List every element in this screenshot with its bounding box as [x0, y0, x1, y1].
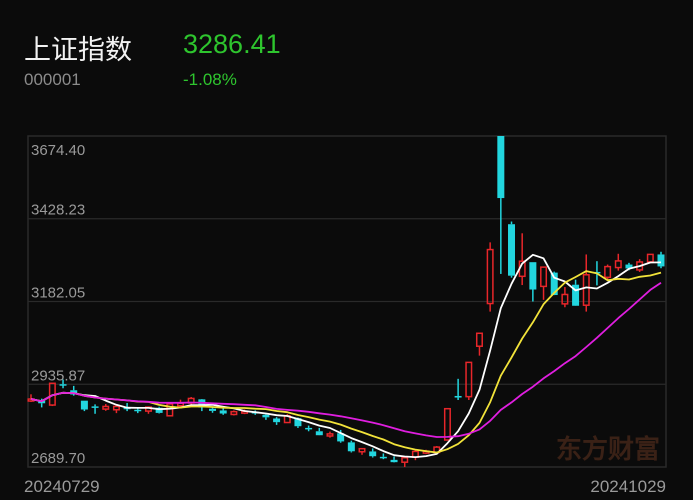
- candle-body: [326, 433, 334, 437]
- ma20-line: [30, 282, 662, 438]
- candle-body: [443, 407, 451, 441]
- candle-20241018: [582, 254, 590, 312]
- candle-20240910: [358, 447, 366, 455]
- y-tick-label: 3674.40: [31, 142, 85, 159]
- candle-20241008: [497, 136, 505, 274]
- candle-20241011: [529, 262, 537, 302]
- candle-body: [390, 459, 398, 463]
- candle-body: [486, 248, 494, 305]
- candle-20240806: [91, 404, 99, 414]
- candle-body: [59, 384, 67, 386]
- candle-body: [540, 266, 548, 288]
- candle-body: [209, 408, 217, 411]
- candle-body: [625, 264, 633, 269]
- candle-20240919: [411, 450, 419, 461]
- candle-20240930: [486, 242, 494, 312]
- candle-20240729: [27, 394, 35, 403]
- candle-body: [465, 361, 473, 398]
- candle-20241014: [540, 266, 548, 300]
- candle-20241010: [518, 233, 526, 286]
- candle-body: [508, 224, 516, 276]
- candle-20240823: [230, 410, 238, 416]
- candle-20240918: [401, 456, 409, 467]
- index-name: 上证指数: [24, 35, 132, 66]
- candle-body: [369, 451, 377, 457]
- x-label-end: 20241029: [590, 477, 666, 496]
- candle-body: [561, 293, 569, 305]
- x-label-start: 20240729: [24, 477, 100, 496]
- candle-20240913: [390, 456, 398, 463]
- index-code: 000001: [24, 70, 81, 89]
- candle-20240924: [443, 407, 451, 441]
- candle-body: [166, 403, 174, 417]
- index-price: 3286.41: [183, 29, 281, 59]
- candle-body: [219, 410, 227, 414]
- y-tick-label: 2935.87: [31, 367, 85, 384]
- candle-20241009: [508, 221, 516, 278]
- y-tick-label: 2689.70: [31, 450, 85, 467]
- candle-body: [604, 265, 612, 279]
- candle-body: [497, 136, 505, 199]
- candle-body: [550, 272, 558, 296]
- candle-20240903: [305, 425, 313, 432]
- candle-body: [112, 405, 120, 411]
- candle-20240815: [166, 403, 174, 417]
- candle-body: [305, 427, 313, 430]
- candle-20240902: [294, 417, 302, 428]
- candle-body: [614, 260, 622, 269]
- candle-20240814: [155, 406, 163, 414]
- candle-20240925: [454, 378, 462, 401]
- candle-20240801: [59, 379, 67, 389]
- y-tick-label: 3182.05: [31, 285, 85, 302]
- candle-20240927: [475, 332, 483, 356]
- candle-20240926: [465, 361, 473, 401]
- watermark-logo: 东方财富: [556, 434, 660, 465]
- y-axis-labels: 3674.40 3428.23 3182.05 2935.87 2689.70: [31, 142, 85, 467]
- candle-body: [273, 418, 281, 423]
- candle-20241017: [572, 279, 580, 306]
- candle-20240807: [102, 404, 110, 411]
- candle-body: [294, 418, 302, 427]
- candle-20240911: [369, 448, 377, 458]
- candle-20240909: [347, 440, 355, 453]
- candle-body: [91, 406, 99, 408]
- moving-averages: [30, 253, 662, 459]
- candle-20240805: [80, 400, 88, 412]
- ma5-line: [30, 253, 662, 459]
- grid: [27, 135, 667, 468]
- candle-body: [475, 332, 483, 347]
- candle-20240912: [379, 453, 387, 460]
- candle-20240829: [273, 417, 281, 425]
- candle-body: [155, 407, 163, 413]
- candle-20241016: [561, 287, 569, 308]
- candle-20240819: [187, 396, 195, 406]
- candle-body: [230, 410, 238, 416]
- candle-20241022: [604, 264, 612, 280]
- candle-20240905: [326, 431, 334, 438]
- candle-20240904: [315, 427, 323, 436]
- candle-body: [529, 262, 537, 290]
- candle-body: [315, 431, 323, 436]
- candle-body: [102, 405, 110, 410]
- candle-body: [347, 442, 355, 452]
- y-tick-label: 3428.23: [31, 202, 85, 219]
- candle-20241023: [614, 253, 622, 271]
- change-percent: -1.08%: [183, 70, 237, 89]
- candle-body: [134, 409, 142, 412]
- candle-body: [572, 284, 580, 306]
- candle-body: [379, 456, 387, 459]
- candle-body: [646, 253, 654, 263]
- candle-20240822: [219, 408, 227, 415]
- candle-body: [80, 400, 88, 410]
- candle-body: [657, 254, 665, 267]
- candle-body: [454, 395, 462, 398]
- candle-20241029: [657, 251, 665, 269]
- candle-body: [337, 433, 345, 442]
- candle-body: [582, 274, 590, 306]
- candle-body: [401, 456, 409, 463]
- candle-body: [358, 447, 366, 453]
- candle-20241015: [550, 271, 558, 296]
- candle-body: [262, 414, 270, 418]
